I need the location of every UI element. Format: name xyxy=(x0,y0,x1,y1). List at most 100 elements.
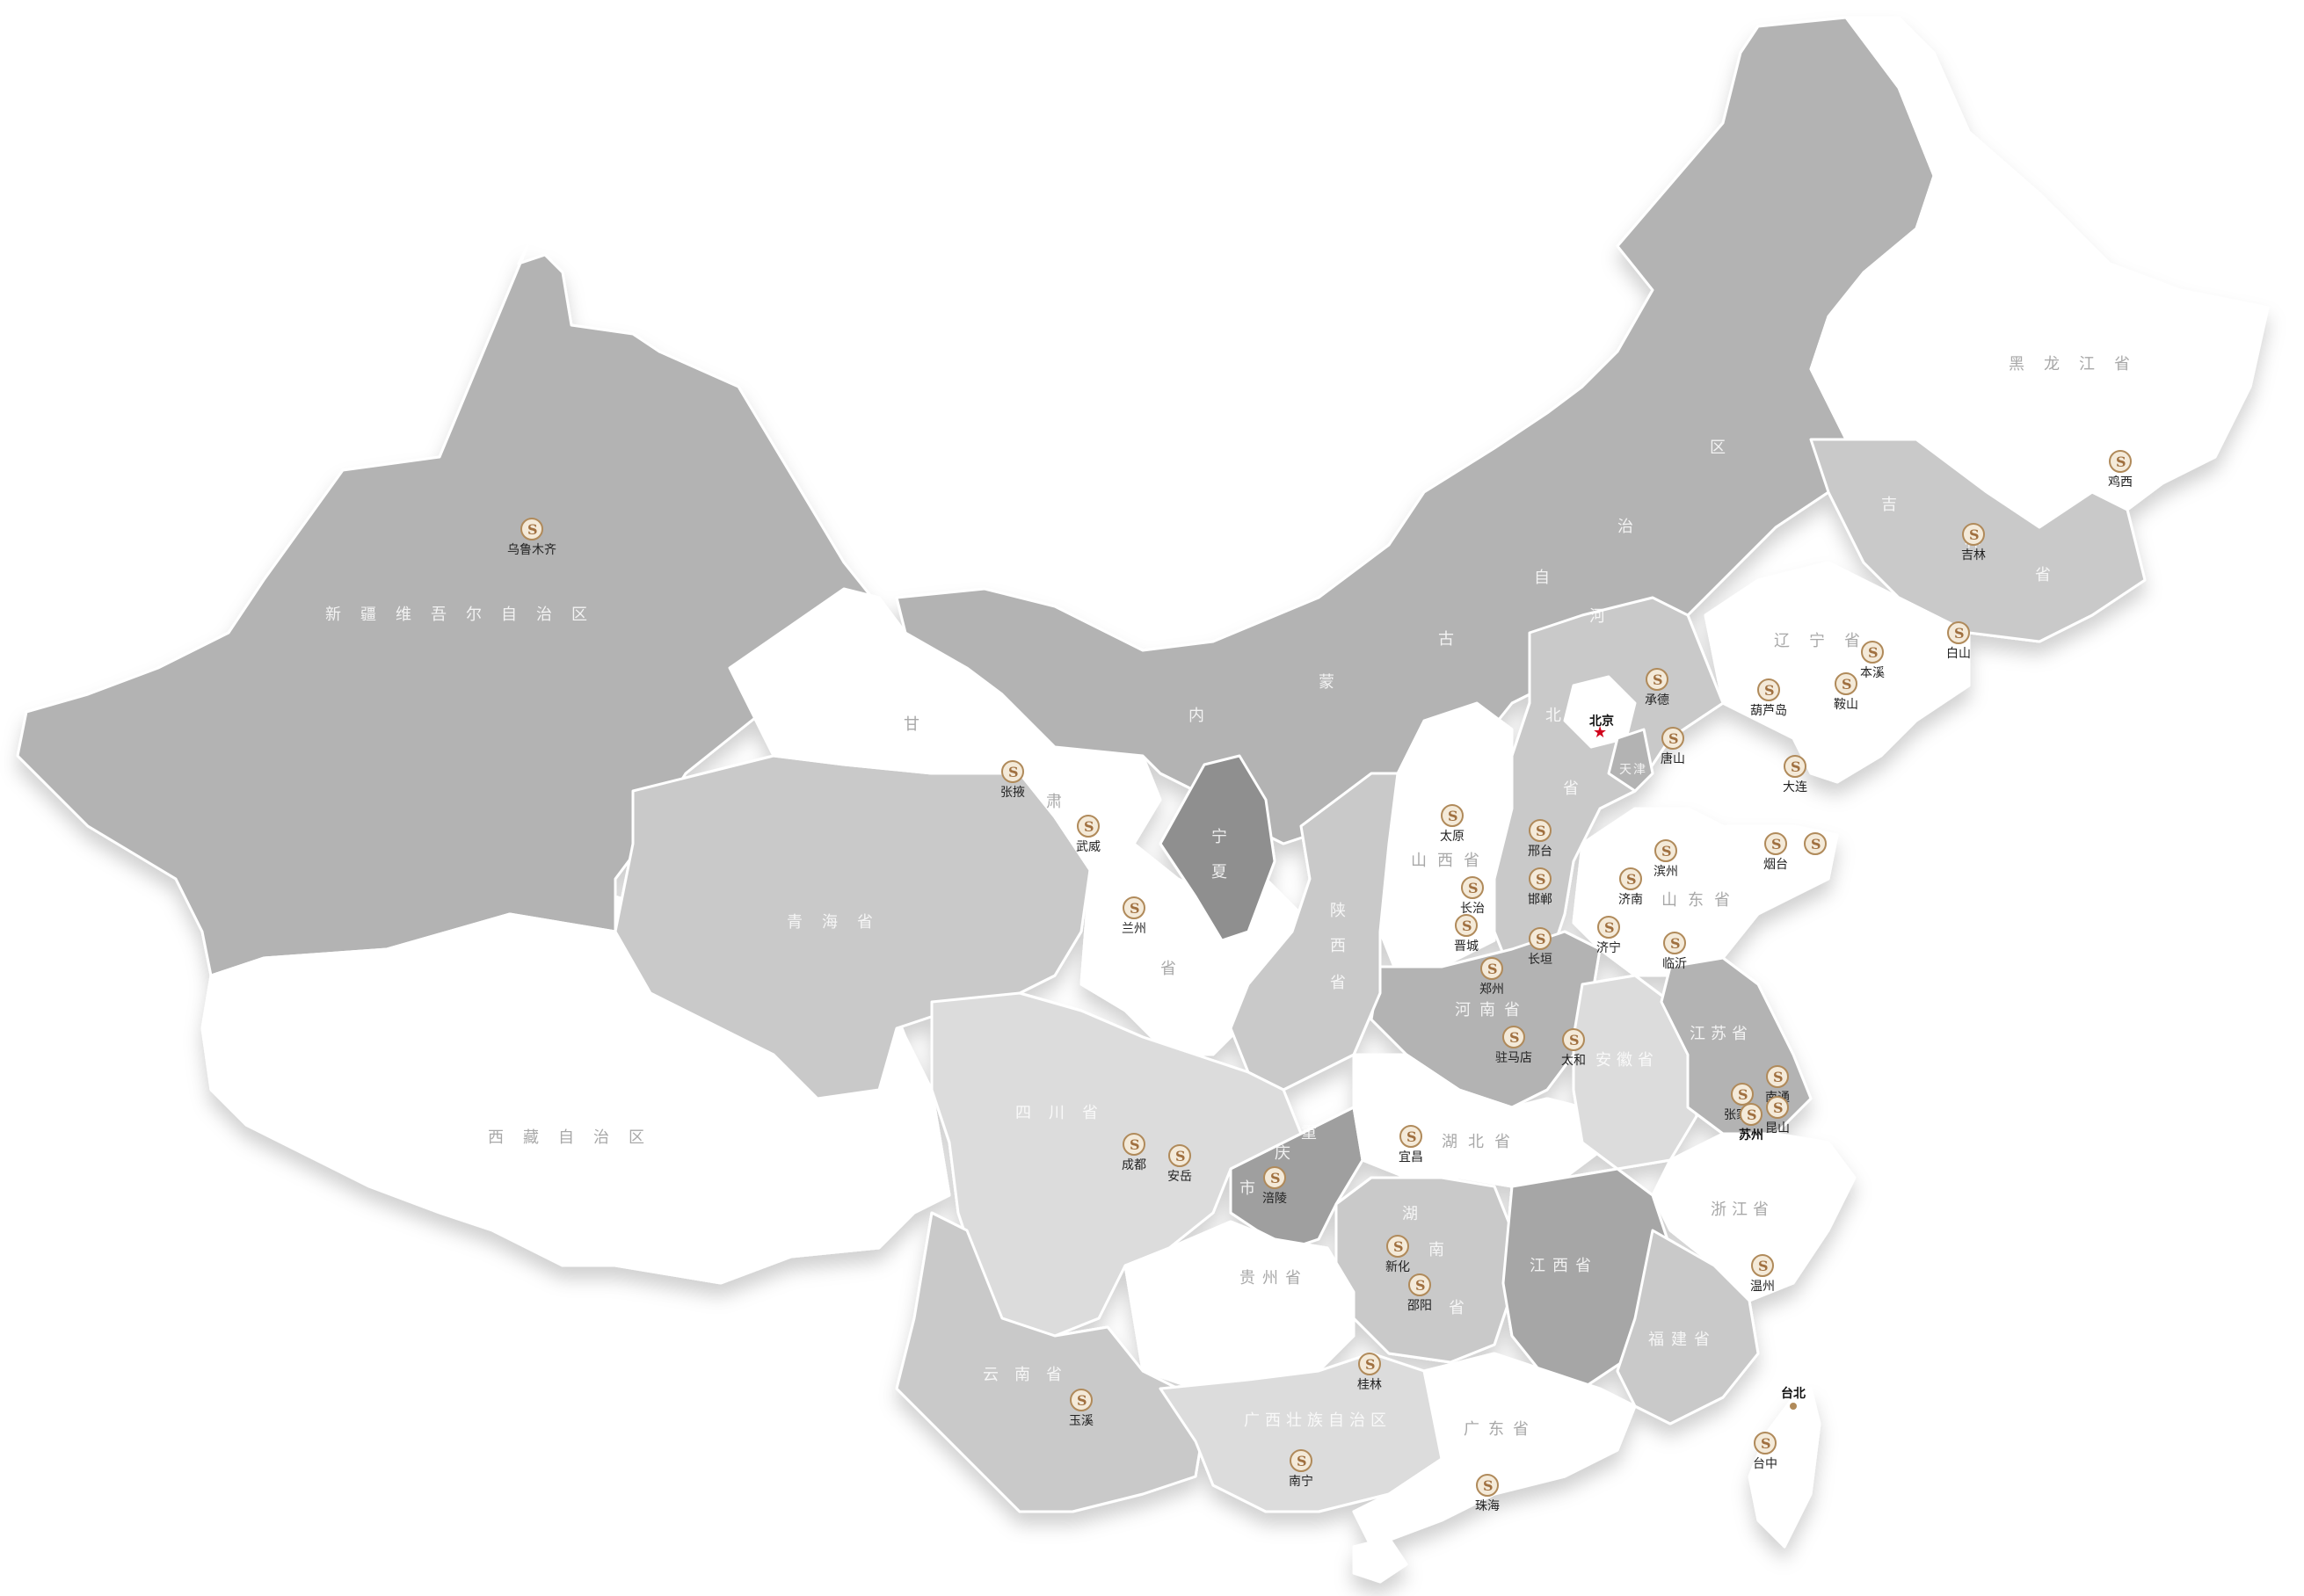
city-marker-wulumuqi[interactable]: S 乌鲁木齐 xyxy=(507,518,556,557)
city-marker-guilin[interactable]: S 桂林 xyxy=(1357,1353,1382,1392)
city-marker-jixi[interactable]: S 鸡西 xyxy=(2108,450,2133,490)
city-marker-nanning[interactable]: S 南宁 xyxy=(1289,1449,1313,1489)
city-marker-lanzhou[interactable]: S 兰州 xyxy=(1122,896,1146,936)
city-marker-zhumadian[interactable]: S 驻马店 xyxy=(1495,1026,1532,1065)
city-label: 唐山 xyxy=(1661,751,1685,766)
brand-s-glyph: S xyxy=(1761,1435,1771,1452)
label-jiangsu: 江苏省 xyxy=(1690,1025,1753,1043)
brand-s-glyph: S xyxy=(1773,1099,1784,1116)
brand-logo-icon xyxy=(1502,1026,1525,1048)
label-gansu-c: 省 xyxy=(1160,960,1196,978)
city-label: 温州 xyxy=(1750,1280,1775,1294)
brand-s-glyph: S xyxy=(1077,1392,1087,1409)
city-marker-tangshan[interactable]: S 唐山 xyxy=(1661,727,1685,766)
city-marker-zhangye[interactable]: S 张掖 xyxy=(1000,760,1025,800)
city-label: 太和 xyxy=(1561,1054,1586,1068)
region-yunnan[interactable] xyxy=(895,1211,1206,1513)
brand-s-glyph: S xyxy=(1954,625,1965,642)
city-marker-anyue[interactable]: S 安岳 xyxy=(1167,1144,1192,1184)
city-label: 白山 xyxy=(1946,647,1971,661)
capital-beijing[interactable]: 北京 ★ xyxy=(1589,714,1614,742)
brand-logo-icon xyxy=(2109,450,2132,473)
city-marker-zhengzhou[interactable]: S 郑州 xyxy=(1479,957,1504,997)
city-marker-weihai[interactable]: S xyxy=(1804,832,1827,855)
city-label: 苏州 xyxy=(1739,1128,1763,1143)
city-marker-huludao[interactable]: S 葫芦岛 xyxy=(1750,678,1787,718)
region-fujian[interactable] xyxy=(1616,1229,1760,1426)
region-hainan[interactable] xyxy=(1352,1536,1408,1584)
label-shanxi: 山西省 xyxy=(1411,852,1490,870)
region-tianjin[interactable] xyxy=(1607,728,1654,793)
region-shaanxi[interactable] xyxy=(1229,772,1399,1092)
city-marker-linyi[interactable]: S 临沂 xyxy=(1662,932,1687,971)
city-marker-taiyuan[interactable]: S 太原 xyxy=(1440,804,1465,844)
city-marker-chengdu[interactable]: S 成都 xyxy=(1122,1133,1146,1172)
label-hebei-1: 河 xyxy=(1589,607,1624,626)
city-marker-xinhua[interactable]: S 新化 xyxy=(1385,1235,1410,1274)
label-neimenggu-5: 治 xyxy=(1617,518,1653,536)
region-zhejiang[interactable] xyxy=(1651,1132,1857,1302)
city-marker-anshan[interactable]: S 鞍山 xyxy=(1834,672,1858,712)
city-marker-jining[interactable]: S 济宁 xyxy=(1596,916,1621,955)
region-hubei[interactable] xyxy=(1352,1053,1602,1188)
city-marker-binzhou[interactable]: S 滨州 xyxy=(1654,839,1678,879)
region-liaoning[interactable] xyxy=(1704,561,1971,784)
label-heilongjiang: 黑龙江省 xyxy=(2009,355,2149,374)
city-marker-jilin[interactable]: S 吉林 xyxy=(1961,523,1986,562)
city-marker-jinan[interactable]: S 济南 xyxy=(1618,867,1643,907)
city-marker-jincheng[interactable]: S 晋城 xyxy=(1454,914,1479,954)
city-label: 邵阳 xyxy=(1407,1299,1432,1313)
label-hubei: 湖北省 xyxy=(1442,1133,1521,1151)
label-neimenggu-3: 古 xyxy=(1438,630,1473,649)
label-shaanxi-3: 省 xyxy=(1330,974,1365,992)
city-label: 长垣 xyxy=(1528,953,1552,967)
city-marker-fuling[interactable]: S 涪陵 xyxy=(1262,1166,1287,1206)
city-marker-taizhong[interactable]: S 台中 xyxy=(1753,1432,1777,1471)
city-marker-benxi[interactable]: S 本溪 xyxy=(1860,641,1885,680)
city-label: 武威 xyxy=(1076,840,1101,854)
city-label: 济宁 xyxy=(1596,940,1621,955)
city-marker-changyuan[interactable]: S 长垣 xyxy=(1528,927,1552,967)
city-marker-baishan[interactable]: S 白山 xyxy=(1946,621,1971,661)
province-layer xyxy=(16,16,2270,1584)
city-marker-yuxi[interactable]: S 玉溪 xyxy=(1069,1389,1094,1428)
city-label: 临沂 xyxy=(1662,957,1687,971)
city-marker-dalian[interactable]: S 大连 xyxy=(1783,755,1807,794)
label-gansu-b: 肃 xyxy=(1046,793,1081,811)
city-marker-handan[interactable]: S 邯郸 xyxy=(1528,867,1552,907)
label-sichuan: 四川省 xyxy=(1015,1104,1116,1122)
brand-logo-icon xyxy=(1754,1432,1777,1455)
city-label: 太原 xyxy=(1440,830,1465,844)
city-marker-suzhou[interactable]: S 苏州 xyxy=(1739,1103,1763,1143)
brand-s-glyph: S xyxy=(1536,871,1546,888)
city-marker-kunshan[interactable]: S 昆山 xyxy=(1765,1096,1790,1135)
label-guizhou: 贵州省 xyxy=(1239,1269,1308,1288)
city-marker-zhuhai[interactable]: S 珠海 xyxy=(1475,1474,1500,1513)
city-marker-taihe[interactable]: S 太和 xyxy=(1561,1028,1586,1068)
label-anhui: 安徽省 xyxy=(1595,1051,1659,1070)
city-label: 邢台 xyxy=(1528,845,1552,859)
city-marker-chengde[interactable]: S 承德 xyxy=(1645,668,1669,707)
city-marker-wuwei[interactable]: S 武威 xyxy=(1076,815,1101,854)
brand-s-glyph: S xyxy=(1661,843,1672,860)
city-label: 南宁 xyxy=(1289,1474,1313,1489)
region-ningxia[interactable] xyxy=(1159,754,1276,942)
brand-s-glyph: S xyxy=(1811,836,1821,852)
city-marker-changzhi[interactable]: S 长治 xyxy=(1460,876,1485,916)
brand-logo-icon xyxy=(1386,1235,1409,1258)
label-hunan-2: 南 xyxy=(1428,1241,1464,1259)
city-label: 邯郸 xyxy=(1528,893,1552,907)
brand-logo-icon xyxy=(1441,804,1464,827)
city-marker-yantai[interactable]: S 烟台 xyxy=(1763,832,1788,872)
city-marker-yichang[interactable]: S 宜昌 xyxy=(1399,1125,1423,1164)
city-marker-wenzhou[interactable]: S 温州 xyxy=(1750,1254,1775,1294)
region-guangdong[interactable] xyxy=(1352,1352,1637,1549)
city-marker-shaoyang[interactable]: S 邵阳 xyxy=(1407,1273,1432,1313)
city-label: 驻马店 xyxy=(1495,1051,1532,1065)
label-jilin-3: 省 xyxy=(2035,566,2070,584)
city-label: 珠海 xyxy=(1475,1499,1500,1513)
city-marker-xingtai[interactable]: S 邢台 xyxy=(1528,819,1552,859)
city-marker-taibei[interactable]: 台北 xyxy=(1781,1386,1806,1410)
city-label: 桂林 xyxy=(1357,1378,1382,1392)
city-label: 台北 xyxy=(1781,1386,1806,1401)
